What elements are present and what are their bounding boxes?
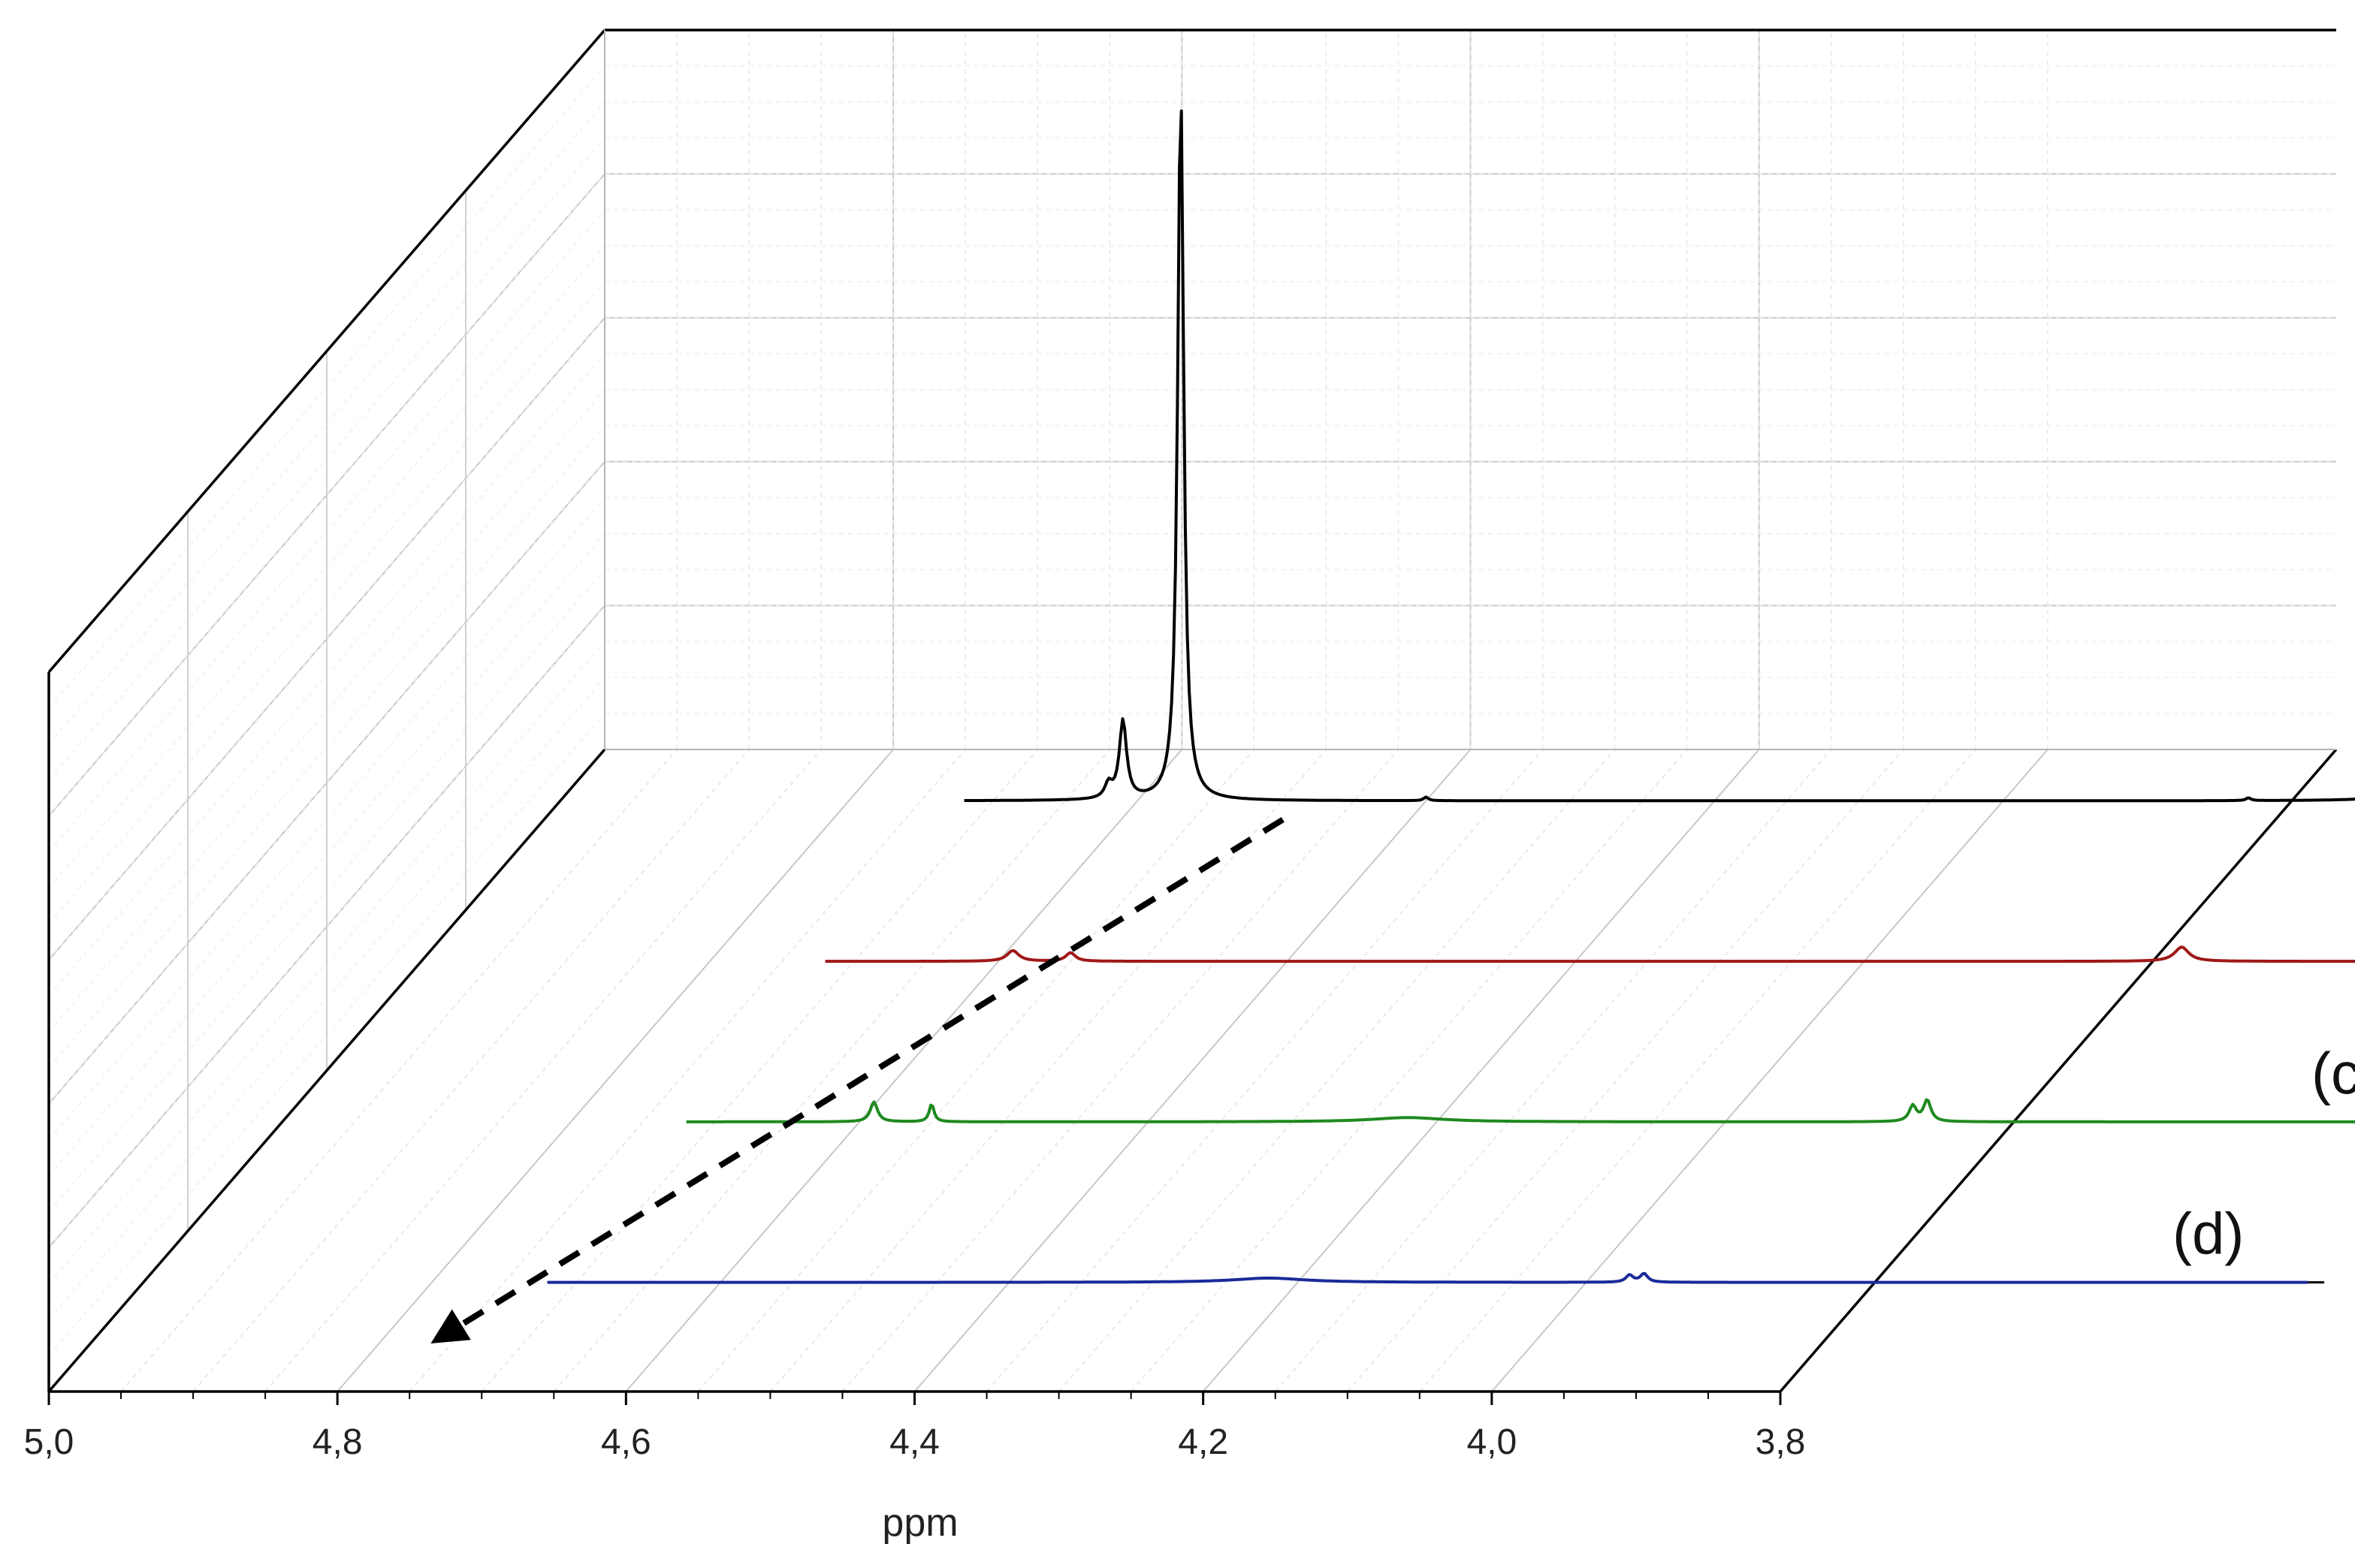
floor-gridline: [986, 749, 1544, 1392]
floor-gridline: [1491, 749, 2049, 1392]
floor-gridline: [841, 749, 1399, 1392]
series-trace-a: [964, 109, 2355, 803]
series-trace-b: [825, 945, 2355, 963]
floor-gridline: [769, 749, 1327, 1392]
series-label: (c): [2311, 1040, 2355, 1106]
floor-gridline: [1058, 749, 1616, 1392]
floor-gridline: [1202, 749, 1760, 1392]
series-label: (d): [2172, 1201, 2244, 1267]
series-trace-d: [547, 1271, 2308, 1284]
series-trace-c: [686, 1098, 2355, 1123]
x-tick-label: 4,8: [312, 1422, 363, 1462]
floor-gridline: [1131, 749, 1688, 1392]
series-layer: [547, 109, 2355, 1284]
floor-gridline: [409, 749, 966, 1392]
floor-gridline: [697, 749, 1254, 1392]
floor-gridline: [913, 749, 1472, 1392]
floor-gridline: [192, 749, 750, 1392]
x-tick-label: 5,0: [24, 1422, 74, 1462]
floor-gridline: [1347, 749, 1904, 1392]
x-tick-label: 4,6: [601, 1422, 651, 1462]
floor-gridline: [625, 749, 1183, 1392]
frame-edge: [1779, 748, 2338, 1393]
axis-frame: [47, 29, 2338, 1393]
floor-gridline: [481, 749, 1038, 1392]
x-tick-label: 4,2: [1178, 1422, 1228, 1462]
label-layer: (a)(b)(c)(d): [2172, 1040, 2355, 1267]
x-axis-title: ppm: [882, 1501, 958, 1545]
trend-arrow: [430, 816, 1285, 1344]
floor-gridline: [1419, 749, 1976, 1392]
floor-gridline: [120, 749, 678, 1392]
x-tick-label: 3,8: [1756, 1422, 1806, 1462]
x-tick-label: 4,4: [889, 1422, 940, 1462]
grid-layer: [48, 30, 2336, 1392]
frame-edge: [47, 748, 606, 1393]
frame-edge: [47, 29, 606, 674]
floor-gridline: [264, 749, 822, 1392]
floor-gridline: [553, 749, 1110, 1392]
floor-gridline: [337, 749, 894, 1392]
x-axis: 5,0 4,8 4,6 4,4 4,2 4,0 3,8: [24, 1281, 2325, 1462]
floor-gridline: [1275, 749, 1832, 1392]
x-tick-label: 4,0: [1466, 1422, 1517, 1462]
